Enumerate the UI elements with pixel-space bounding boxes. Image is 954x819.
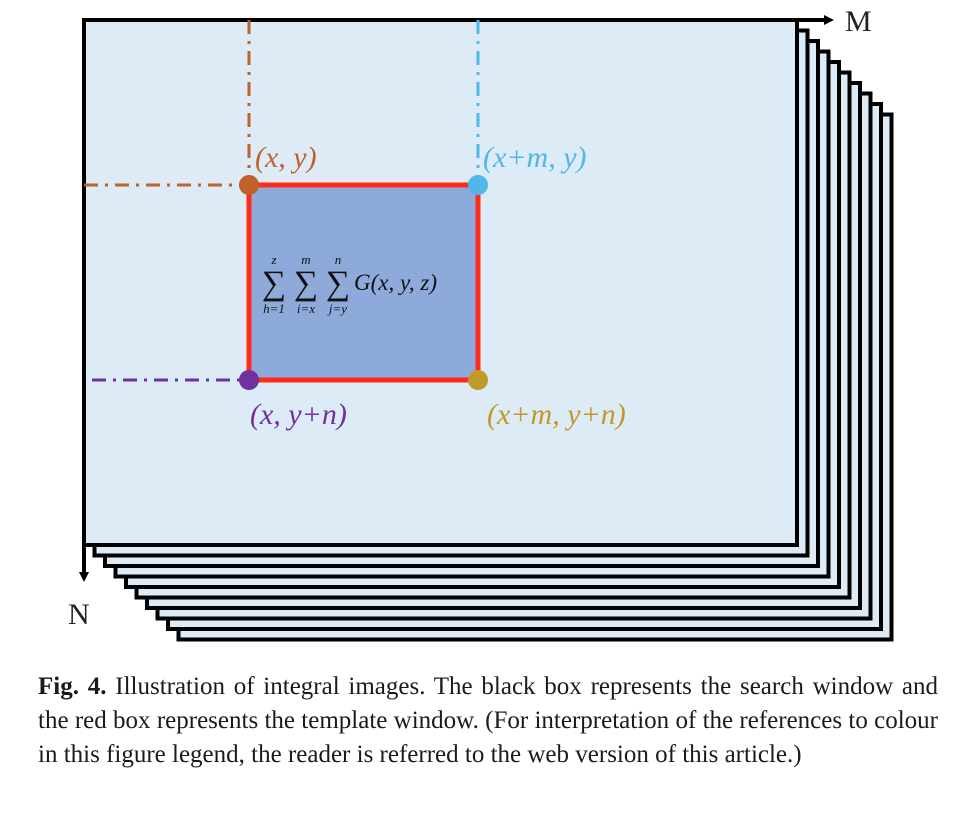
top-left-corner-label: (x, y) — [255, 141, 317, 174]
sum3-sigma: ∑ — [326, 265, 350, 302]
n-axis-label: N — [68, 598, 90, 631]
sum3-lower: j=y — [327, 301, 347, 316]
bottom-left-corner-dot — [239, 370, 259, 390]
integral-formula: z ∑ h=1 m ∑ i=x n ∑ j=y G(x, y, z) — [262, 252, 437, 316]
sum2-sigma: ∑ — [294, 265, 318, 302]
m-axis-label: M — [845, 5, 872, 38]
sum2-upper: m — [301, 252, 310, 267]
sum2-lower: i=x — [297, 301, 315, 316]
sum1-sigma: ∑ — [262, 265, 286, 302]
sum3-upper: n — [335, 252, 342, 267]
top-right-corner-label: (x+m, y) — [483, 141, 587, 174]
sum1-upper: z — [270, 252, 276, 267]
caption-text: Illustration of integral images. The bla… — [38, 673, 938, 768]
bottom-left-corner-label: (x, y+n) — [250, 398, 347, 431]
bottom-right-corner-dot — [468, 370, 488, 390]
sum1-lower: h=1 — [263, 301, 285, 316]
top-right-corner-dot — [468, 175, 488, 195]
caption-label: Fig. 4. — [38, 673, 107, 700]
template-window — [246, 182, 481, 383]
integral-image-diagram: M N (x, y) (x+m, y) (x, y+n) (x+m, y+n) … — [68, 5, 894, 642]
bottom-right-corner-label: (x+m, y+n) — [487, 398, 626, 431]
figure-caption: Fig. 4. Illustration of integral images.… — [38, 670, 938, 772]
formula-body: G(x, y, z) — [354, 270, 437, 295]
top-left-corner-dot — [239, 175, 259, 195]
